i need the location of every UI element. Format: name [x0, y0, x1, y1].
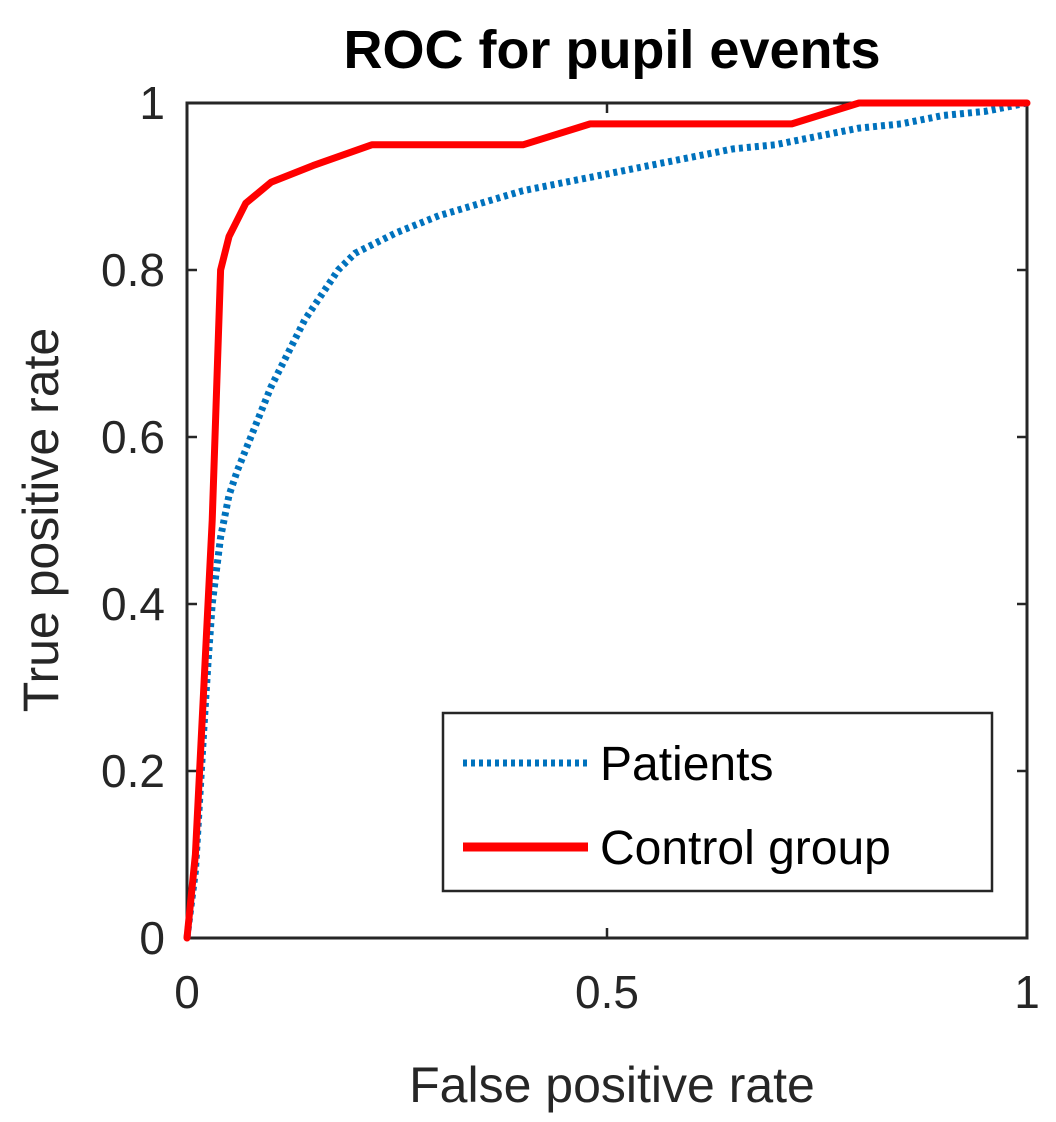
series-line-patients	[183, 99, 1028, 939]
x-axis-label: False positive rate	[409, 1057, 815, 1113]
y-tick-label: 0.2	[101, 745, 165, 797]
series-layer	[183, 99, 1031, 942]
legend-label-patients: Patients	[600, 738, 773, 791]
x-tick-label: 1	[1014, 966, 1040, 1018]
y-axis-label: True positive rate	[13, 328, 69, 712]
chart-title: ROC for pupil events	[343, 20, 880, 80]
y-tick-label: 1	[139, 77, 165, 129]
x-tick-label: 0.5	[575, 966, 639, 1018]
series-line-control-group	[183, 99, 1031, 942]
axis-tick-labels: 0 0.5 1 0 0.2 0.4 0.6 0.8 1	[101, 77, 1040, 1018]
y-tick-label: 0.6	[101, 411, 165, 463]
legend-label-control-group: Control group	[600, 822, 891, 875]
legend: Patients Control group	[441, 711, 994, 893]
y-tick-label: 0	[139, 912, 165, 964]
legend-box	[441, 711, 994, 893]
y-tick-label: 0.8	[101, 244, 165, 296]
x-tick-label: 0	[174, 966, 200, 1018]
y-tick-label: 0.4	[101, 578, 165, 630]
